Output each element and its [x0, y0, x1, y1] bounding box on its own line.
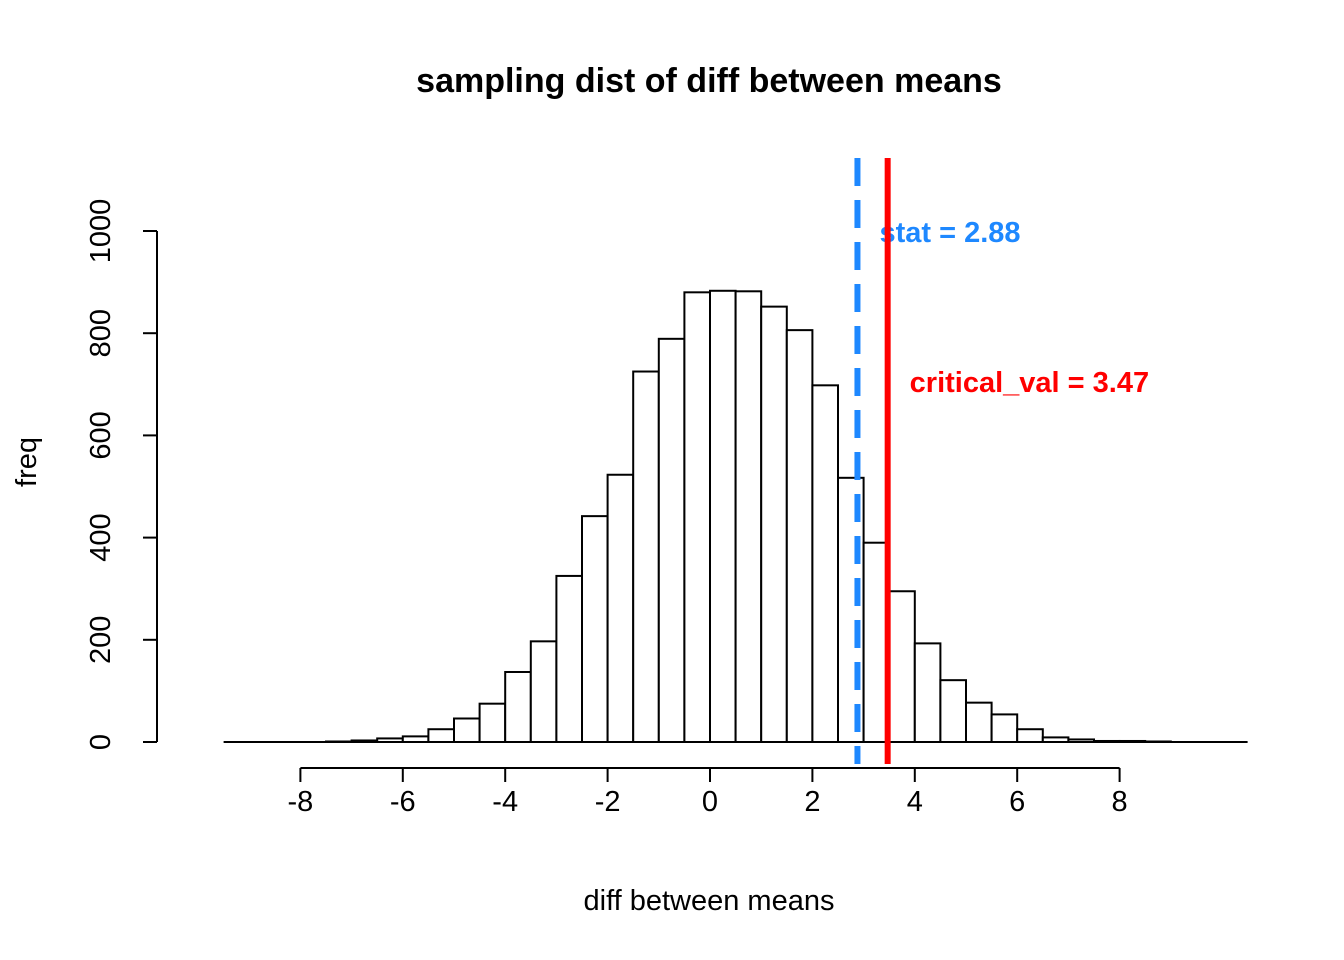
y-axis: 0 200 400 600 800 1000	[85, 199, 158, 750]
x-axis-label: diff between means	[584, 885, 835, 917]
histogram-bar	[1016, 728, 1044, 743]
histogram-bar	[606, 473, 635, 743]
histogram-bar	[965, 701, 993, 744]
x-tick-label: -6	[390, 786, 416, 818]
histogram-bar	[427, 728, 455, 743]
x-tick-label: -2	[595, 786, 621, 818]
histogram-bar	[990, 713, 1019, 744]
histogram-bar	[504, 670, 532, 743]
y-tick-label: 600	[85, 411, 117, 459]
y-tick-label: 1000	[85, 199, 117, 264]
histogram-bar	[529, 640, 558, 744]
histogram-bar	[888, 590, 916, 743]
histogram-bar	[632, 370, 660, 743]
histogram-bar	[785, 329, 814, 743]
histogram-bar	[657, 337, 686, 743]
chart-title: sampling dist of diff between means	[416, 62, 1002, 100]
x-tick-label: 2	[804, 786, 820, 818]
y-tick-label: 800	[85, 309, 117, 357]
y-axis-label: freq	[11, 437, 43, 487]
histogram-bar	[709, 289, 737, 743]
histogram-bar	[760, 305, 788, 743]
histogram-bar	[555, 574, 584, 743]
y-tick-label: 200	[85, 616, 117, 664]
y-tick-label: 400	[85, 513, 117, 561]
x-tick-label: 0	[702, 786, 718, 818]
histogram-bar	[811, 384, 840, 743]
critical_val-label: critical_val = 3.47	[910, 367, 1149, 399]
x-tick-label: -8	[288, 786, 314, 818]
histogram-bar	[939, 679, 968, 744]
histogram-bar	[683, 291, 712, 743]
reference-lines: stat = 2.88 critical_val = 3.47	[854, 158, 1149, 764]
y-tick-label: 0	[85, 734, 117, 750]
x-tick-label: 6	[1009, 786, 1025, 818]
x-tick-label: 4	[907, 786, 923, 818]
histogram-bar	[734, 290, 763, 743]
histogram-bar	[453, 717, 481, 744]
histogram-bars	[325, 289, 1172, 744]
x-tick-label: -4	[492, 786, 518, 818]
stat-label: stat = 2.88	[879, 217, 1020, 249]
histogram-bar	[581, 515, 609, 743]
x-tick-label: 8	[1112, 786, 1128, 818]
histogram-bar	[478, 702, 507, 743]
histogram-bar	[913, 642, 942, 744]
x-axis: -8 -6 -4 -2 0 2 4 6 8	[288, 767, 1128, 818]
